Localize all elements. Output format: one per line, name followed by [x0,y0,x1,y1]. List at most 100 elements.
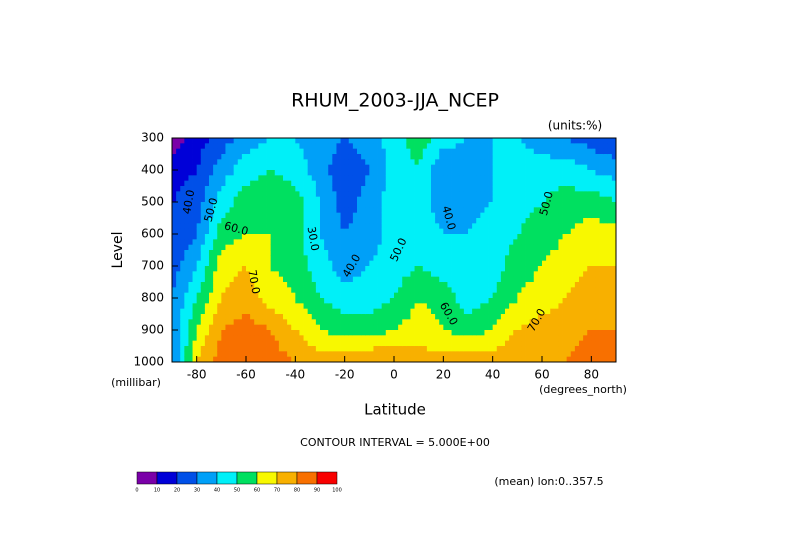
contour-cell [385,164,391,171]
contour-cell [443,148,448,155]
contour-cell [209,260,214,267]
contour-cell [352,298,358,304]
contour-cell [488,335,494,342]
contour-cell [278,255,284,262]
contour-cell [340,244,346,251]
contour-cell [192,228,198,235]
contour-cell [258,314,263,320]
contour-cell [566,159,572,166]
contour-cell [357,308,362,315]
contour-cell [250,276,255,283]
contour-cell [537,191,543,198]
contour-cell [595,276,600,283]
contour-cell [591,196,596,203]
contour-cell [402,298,407,304]
contour-cell [295,314,300,320]
contour-cell [607,260,613,267]
contour-cell [525,330,531,336]
contour-cell [579,234,584,240]
contour-cell [505,308,510,315]
colorbar-swatch [136,471,158,485]
contour-cell [213,314,218,320]
contour-cell [250,340,255,347]
contour-cell [332,196,337,203]
contour-cell [488,239,494,246]
contour-cell [587,260,592,267]
contour-cell [250,287,255,294]
contour-cell [266,154,272,160]
contour-cell [176,260,181,267]
contour-cell [505,186,510,192]
contour-cell [529,282,535,288]
x-tick-label: 80 [584,368,599,382]
contour-cell [184,175,189,182]
contour-cell [270,143,276,150]
contour-cell [566,351,572,358]
contour-cell [250,186,255,192]
contour-cell [525,282,531,288]
contour-cell [455,298,461,304]
contour-cell [599,340,605,347]
contour-cell [570,266,576,272]
contour-cell [270,207,276,214]
contour-cell [258,148,263,155]
contour-cell [406,260,411,267]
contour-cell [299,148,304,155]
contour-cell [258,287,263,294]
contour-cell [591,324,596,331]
contour-cell [550,324,555,331]
contour-cell [361,148,366,155]
contour-cell [266,308,272,315]
contour-cell [389,191,395,198]
contour-cell [250,260,255,267]
contour-cell [517,308,522,315]
contour-cell [521,260,526,267]
contour-cell [389,180,395,187]
contour-cell [562,282,568,288]
contour-cell [480,180,485,187]
contour-cell [488,223,494,230]
contour-cell [521,250,526,256]
contour-cell [426,234,432,240]
contour-cell [283,340,288,347]
contour-cell [320,255,325,262]
contour-cell [542,170,547,176]
contour-cell [472,303,477,310]
contour-cell [184,260,189,267]
contour-cell [472,138,477,144]
contour-cell [422,148,428,155]
contour-cell [595,170,600,176]
contour-cell [352,308,358,315]
contour-cell [599,266,605,272]
contour-cell [496,276,502,283]
contour-cell [599,351,605,358]
contour-cell [587,223,592,230]
contour-cell [579,314,584,320]
contour-cell [377,159,383,166]
contour-cell [377,287,383,294]
contour-cell [422,207,428,214]
contour-cell [451,143,457,150]
contour-cell [340,164,346,171]
contour-cell [513,228,518,235]
contour-cell [328,244,333,251]
contour-cell [525,340,531,347]
contour-cell [611,303,617,310]
contour-cell [250,164,255,171]
contour-cell [496,282,502,288]
contour-cell [550,159,555,166]
contour-cell [607,276,613,283]
contour-cell [237,159,243,166]
contour-cell [554,170,559,176]
contour-cell [550,356,555,363]
contour-cell [480,239,485,246]
contour-cell [389,340,395,347]
contour-cell [406,271,411,278]
contour-cell [365,276,370,283]
contour-cell [192,175,198,182]
contour-cell [513,239,518,246]
contour-cell [274,170,280,176]
contour-cell [172,191,177,198]
contour-cell [266,330,272,336]
contour-cell [435,250,440,256]
